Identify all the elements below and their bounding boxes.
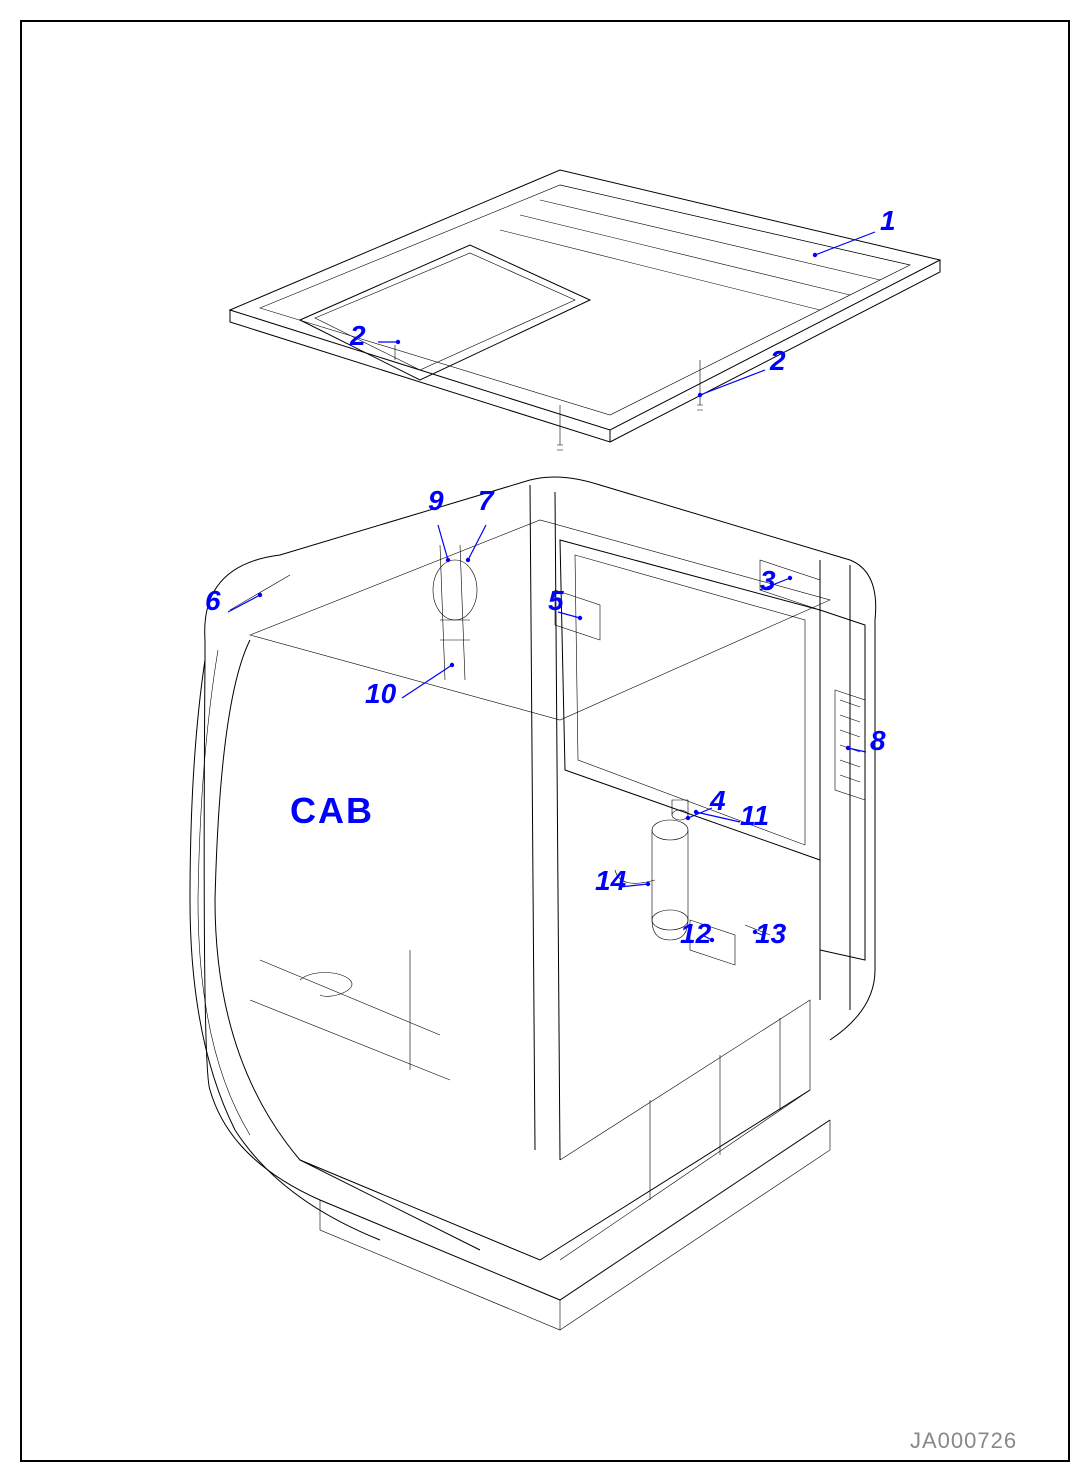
callout-5: 5 (548, 585, 564, 617)
callout-13: 13 (755, 918, 786, 950)
callout-1: 1 (880, 205, 896, 237)
callout-14: 14 (595, 865, 626, 897)
callout-10: 10 (365, 678, 396, 710)
callout-12: 12 (680, 918, 711, 950)
callout-3: 3 (760, 565, 776, 597)
callout-6: 6 (205, 585, 221, 617)
callout-2b: 2 (770, 345, 786, 377)
cab-exploded-diagram (0, 0, 1090, 1482)
callout-11: 11 (740, 800, 769, 832)
callout-8: 8 (870, 725, 886, 757)
callout-2a: 2 (350, 320, 366, 352)
callout-4: 4 (710, 785, 726, 817)
callout-7: 7 (478, 485, 494, 517)
roof-panel (230, 170, 940, 450)
callout-9: 9 (428, 485, 444, 517)
cab-frame (190, 477, 876, 1330)
drawing-id: JA000726 (910, 1428, 1017, 1454)
cab-label: CAB (290, 790, 374, 832)
